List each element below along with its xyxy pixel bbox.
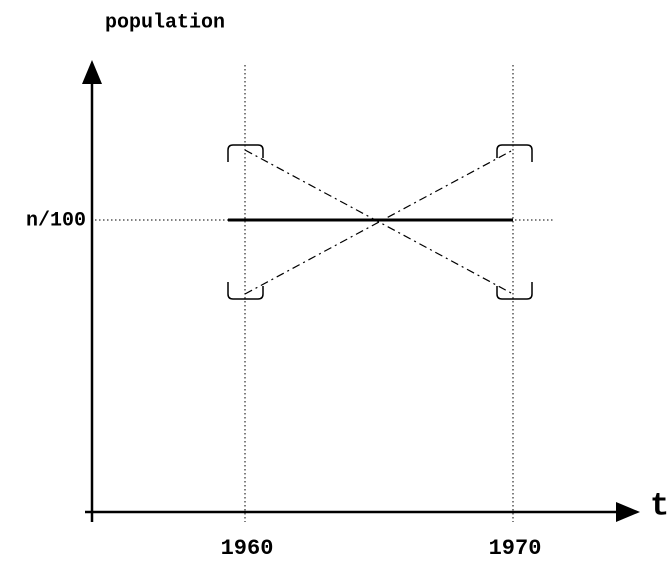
y-axis-label: population	[105, 11, 225, 34]
increasing-line	[244, 149, 514, 295]
x-arrow	[616, 502, 640, 522]
brackets	[227, 144, 533, 300]
year-label: 1960	[221, 536, 274, 561]
y-arrow	[82, 60, 102, 84]
level-label: n/100	[26, 209, 86, 232]
year-label: 1970	[489, 536, 542, 561]
decreasing-line	[244, 149, 514, 295]
x-axis-label: t	[650, 487, 668, 524]
